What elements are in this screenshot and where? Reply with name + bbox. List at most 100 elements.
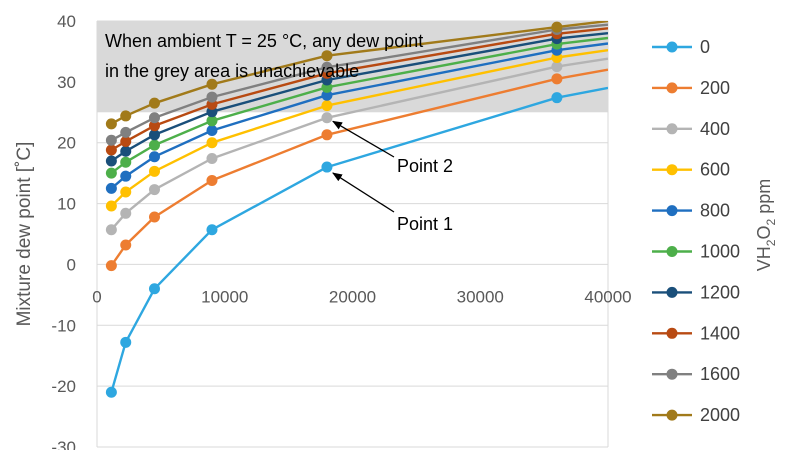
legend-swatch-marker [666,368,678,380]
data-point-0-5 [551,92,563,104]
legend-label: 600 [700,160,730,180]
data-point-1000-0 [105,167,117,179]
data-point-600-3 [206,137,218,149]
data-point-800-0 [105,182,117,194]
legend-swatch-marker [666,123,678,135]
point-1-label: Point 1 [397,214,453,234]
data-point-2000-1 [120,110,132,122]
legend-label: 1400 [700,323,740,343]
data-point-1600-2 [148,112,160,124]
legend-label: 1000 [700,242,740,262]
legend-label: 800 [700,201,730,221]
data-point-800-2 [148,151,160,163]
y-tick-label-10: 10 [57,195,76,214]
x-tick-label-10000: 10000 [201,287,248,306]
y-tick-label--30: -30 [51,438,76,450]
legend-swatch-marker [666,205,678,217]
legend-label: 1600 [700,364,740,384]
y-tick-label-0: 0 [67,255,76,274]
legend-item-1400: 1400 [652,323,740,343]
legend-swatch-marker [666,327,678,339]
legend-item-1000: 1000 [652,242,740,262]
legend-item-800: 800 [652,201,730,221]
legend-item-0: 0 [652,37,710,57]
data-point-600-4 [321,100,333,112]
legend-title-sub-1: 2 [764,239,778,246]
y-axis-title: Mixture dew point [˚C] [14,142,35,327]
point-1-arrow [332,172,395,213]
data-point-0-1 [120,336,132,348]
data-point-0-0 [105,386,117,398]
data-point-400-2 [148,184,160,196]
legend-label: 200 [700,78,730,98]
y-tick-label-40: 40 [57,12,76,31]
data-point-1600-1 [120,126,132,138]
x-tick-label-0: 0 [92,287,101,306]
legend-swatch-marker [666,164,678,176]
data-point-2000-5 [551,21,563,33]
data-point-1200-0 [105,155,117,167]
data-point-400-0 [105,224,117,236]
y-tick-label-20: 20 [57,134,76,153]
data-point-1600-0 [105,134,117,146]
data-point-800-3 [206,125,218,137]
data-point-400-5 [551,61,563,73]
data-point-400-4 [321,112,333,124]
data-point-200-3 [206,174,218,186]
annotation-line-1: When ambient T = 25 °C, any dew point [105,31,423,51]
data-point-200-2 [148,211,160,223]
data-point-1600-4 [321,61,333,73]
data-point-1400-2 [148,120,160,132]
x-tick-label-40000: 40000 [584,287,631,306]
data-point-2000-3 [206,78,218,90]
legend-title: VH2O2 ppm [754,179,778,271]
legend-label: 1200 [700,282,740,302]
legend-item-1600: 1600 [652,364,740,384]
data-point-0-3 [206,224,218,236]
data-point-200-1 [120,239,132,251]
data-point-400-1 [120,207,132,219]
data-point-1000-1 [120,156,132,168]
legend-item-400: 400 [652,119,730,139]
legend-title-sub-2: 2 [764,219,778,226]
x-tick-label-20000: 20000 [329,287,376,306]
point-2-label: Point 2 [397,156,453,176]
data-point-200-4 [321,129,333,141]
legend-label: 400 [700,119,730,139]
annotation-line-2: in the grey area is unachievable [105,61,359,81]
x-tick-label-30000: 30000 [457,287,504,306]
point-2-arrow [332,120,395,158]
legend-swatch-marker [666,82,678,94]
data-point-400-3 [206,153,218,165]
data-point-600-0 [105,200,117,212]
series-line-0 [110,86,608,393]
legend-swatch-marker [666,409,678,421]
legend-label: 0 [700,37,710,57]
legend-item-200: 200 [652,78,730,98]
data-point-1200-1 [120,145,132,157]
data-point-200-5 [551,73,563,85]
data-point-2000-0 [105,118,117,130]
y-tick-label--10: -10 [51,316,76,335]
data-point-600-1 [120,186,132,198]
data-point-0-2 [148,283,160,295]
data-point-600-2 [148,165,160,177]
data-point-0-4 [321,161,333,173]
legend-swatch-marker [666,286,678,298]
legend-swatch-marker [666,41,678,53]
legend-title-unit: ppm [754,179,774,219]
data-point-1200-2 [148,129,160,141]
data-point-1600-3 [206,91,218,103]
data-point-1000-2 [148,139,160,151]
legend-swatch-marker [666,246,678,257]
y-tick-label--20: -20 [51,377,76,396]
legend-label: 2000 [700,405,740,425]
legend-item-1200: 1200 [652,282,740,302]
legend-title-vh: VH [754,246,774,271]
data-point-2000-4 [321,50,333,62]
data-point-1400-1 [120,135,132,147]
legend-item-2000: 2000 [652,405,740,425]
data-point-1400-0 [105,144,117,156]
